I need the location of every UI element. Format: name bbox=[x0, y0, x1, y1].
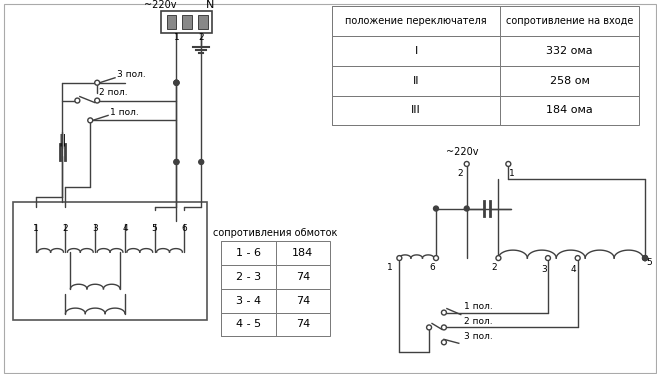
Text: сопротивление на входе: сопротивление на входе bbox=[506, 16, 634, 26]
Text: ||: || bbox=[58, 134, 67, 147]
Text: 2: 2 bbox=[457, 169, 463, 178]
Circle shape bbox=[434, 255, 438, 261]
Circle shape bbox=[94, 98, 100, 103]
Text: 5: 5 bbox=[646, 258, 652, 267]
Text: 1 пол.: 1 пол. bbox=[110, 108, 139, 117]
Bar bbox=[221, 313, 330, 336]
Text: II: II bbox=[413, 76, 420, 86]
Text: 1 - 6: 1 - 6 bbox=[236, 248, 261, 258]
Bar bbox=[332, 66, 500, 96]
Bar bbox=[114, 209, 136, 221]
Text: 74: 74 bbox=[296, 272, 310, 282]
Bar bbox=[221, 313, 275, 336]
Bar bbox=[221, 265, 330, 289]
Text: 332 ома: 332 ома bbox=[546, 46, 593, 56]
Text: 5: 5 bbox=[152, 224, 158, 233]
Text: 3: 3 bbox=[541, 266, 547, 275]
Text: N: N bbox=[206, 0, 214, 10]
Text: 6: 6 bbox=[429, 264, 435, 273]
Text: 184: 184 bbox=[292, 248, 314, 258]
Circle shape bbox=[442, 325, 446, 330]
Text: 4: 4 bbox=[122, 224, 128, 233]
Text: 74: 74 bbox=[296, 319, 310, 329]
Circle shape bbox=[576, 255, 580, 261]
Circle shape bbox=[464, 162, 469, 166]
Circle shape bbox=[496, 255, 501, 261]
Bar bbox=[221, 241, 275, 265]
Text: 1: 1 bbox=[33, 224, 39, 233]
Bar bbox=[13, 202, 207, 321]
Text: 258 ом: 258 ом bbox=[550, 76, 589, 86]
Text: 184 ома: 184 ома bbox=[546, 105, 593, 116]
Bar bbox=[182, 15, 192, 29]
Circle shape bbox=[426, 325, 432, 330]
Circle shape bbox=[506, 162, 511, 166]
Bar bbox=[332, 36, 639, 66]
Circle shape bbox=[174, 159, 179, 165]
Bar bbox=[332, 6, 500, 36]
Text: 3: 3 bbox=[92, 224, 98, 233]
Text: 1: 1 bbox=[510, 169, 515, 178]
Circle shape bbox=[88, 118, 92, 123]
Text: 1 пол.: 1 пол. bbox=[464, 302, 492, 311]
Circle shape bbox=[94, 80, 100, 85]
Text: ~220v: ~220v bbox=[446, 147, 478, 157]
Text: сопротивления обмоток: сопротивления обмоток bbox=[213, 228, 338, 238]
Circle shape bbox=[643, 255, 647, 261]
Text: 4 - 5: 4 - 5 bbox=[236, 319, 261, 329]
Text: I: I bbox=[414, 46, 418, 56]
Text: 3 пол.: 3 пол. bbox=[117, 70, 146, 79]
Bar bbox=[221, 241, 330, 265]
Bar bbox=[332, 6, 639, 36]
Circle shape bbox=[397, 255, 402, 261]
Text: 1: 1 bbox=[174, 33, 180, 42]
Text: 3 пол.: 3 пол. bbox=[464, 332, 492, 341]
Bar bbox=[55, 209, 77, 221]
Bar bbox=[166, 15, 176, 29]
Text: 2 пол.: 2 пол. bbox=[464, 317, 492, 326]
Bar bbox=[332, 66, 639, 96]
Bar bbox=[174, 209, 195, 221]
Circle shape bbox=[174, 80, 179, 85]
Bar bbox=[84, 209, 106, 221]
Bar bbox=[221, 265, 275, 289]
Bar bbox=[198, 15, 208, 29]
Circle shape bbox=[643, 255, 647, 261]
Bar bbox=[221, 289, 275, 313]
Bar bbox=[21, 206, 199, 224]
Text: 2: 2 bbox=[492, 264, 497, 273]
Circle shape bbox=[434, 206, 438, 211]
Circle shape bbox=[442, 310, 446, 315]
Circle shape bbox=[75, 98, 80, 103]
Text: 2: 2 bbox=[63, 224, 68, 233]
Circle shape bbox=[464, 206, 469, 211]
Text: положение переключателя: положение переключателя bbox=[345, 16, 487, 26]
Text: 2: 2 bbox=[199, 33, 204, 42]
Circle shape bbox=[174, 159, 179, 165]
Text: 4: 4 bbox=[571, 266, 577, 275]
Bar bbox=[332, 96, 500, 125]
Bar bbox=[160, 11, 212, 33]
Bar bbox=[144, 209, 166, 221]
Text: 1: 1 bbox=[387, 264, 392, 273]
Circle shape bbox=[442, 340, 446, 345]
Circle shape bbox=[174, 80, 179, 85]
Text: 74: 74 bbox=[296, 296, 310, 306]
Text: 2 - 3: 2 - 3 bbox=[236, 272, 261, 282]
Circle shape bbox=[545, 255, 550, 261]
Bar bbox=[332, 36, 500, 66]
Text: 6: 6 bbox=[182, 224, 187, 233]
Text: 3 - 4: 3 - 4 bbox=[236, 296, 261, 306]
Text: 2 пол.: 2 пол. bbox=[99, 88, 128, 97]
Text: III: III bbox=[411, 105, 421, 116]
Text: ~220v: ~220v bbox=[145, 0, 177, 10]
Bar bbox=[332, 96, 639, 125]
Circle shape bbox=[174, 80, 179, 85]
Bar bbox=[221, 289, 330, 313]
Circle shape bbox=[199, 159, 204, 165]
Bar bbox=[25, 209, 47, 221]
Circle shape bbox=[643, 255, 647, 261]
